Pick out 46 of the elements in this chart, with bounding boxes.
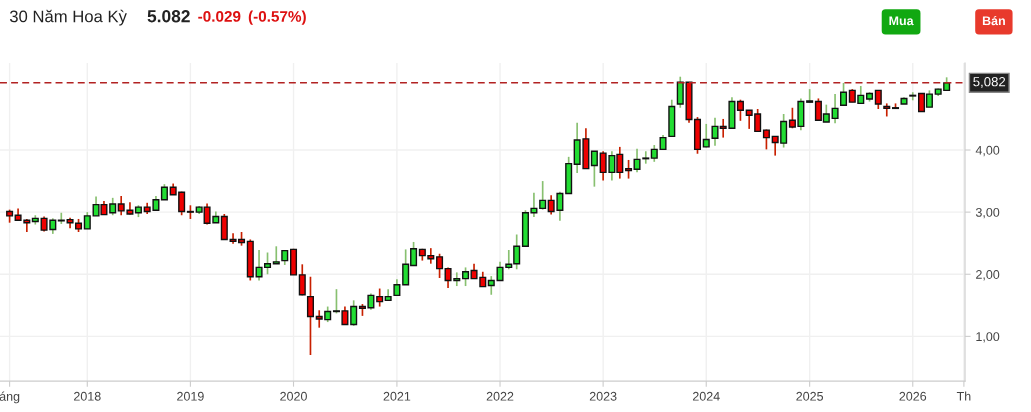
candlestick	[840, 82, 848, 107]
x-tick-label: 2025	[796, 391, 824, 401]
x-tick-label: 2023	[589, 391, 617, 401]
candlestick	[831, 93, 839, 125]
candlestick	[306, 275, 314, 356]
candlestick	[539, 180, 547, 211]
x-tick-label: 2022	[486, 391, 514, 401]
candlestick	[736, 98, 744, 122]
y-tick-label: 4,00	[975, 145, 1000, 157]
candlestick	[874, 89, 882, 110]
y-tick-label: 3,00	[975, 207, 1000, 219]
candlestick	[625, 159, 633, 180]
candlestick	[590, 150, 598, 188]
candlestick	[350, 299, 358, 327]
candlestick	[298, 263, 306, 297]
x-tick-label: 2026	[899, 391, 927, 401]
candlestick	[220, 213, 228, 241]
x-tick-label: 2024	[692, 391, 720, 401]
x-tick-label: 2019	[177, 391, 204, 401]
candlestick	[909, 91, 917, 102]
candlestick	[883, 102, 891, 118]
text: Bán	[982, 15, 1005, 26]
text: (-0.57%)	[248, 10, 306, 25]
ref-line-label: 5,082	[973, 76, 1006, 88]
text: 5.082	[147, 10, 190, 23]
x-tick-label: 2020	[280, 391, 307, 401]
candlestick	[57, 211, 65, 225]
candlestick	[633, 147, 641, 174]
x-tick-label: áng	[0, 391, 20, 404]
candlestick	[642, 150, 650, 165]
candlestick	[272, 245, 280, 265]
x-tick-label: Th	[956, 391, 971, 401]
candlestick	[513, 233, 521, 271]
y-tick-label: 1,00	[976, 332, 1000, 343]
candlestick	[436, 252, 444, 279]
x-tick-label: 2021	[383, 391, 411, 401]
candlestick	[462, 266, 470, 287]
candlestick	[762, 128, 770, 151]
x-tick-label: 2018	[74, 391, 101, 401]
candlestick	[487, 275, 495, 296]
chart-title: 30 Năm Hoa Kỳ	[9, 9, 127, 26]
text: -0.029	[198, 11, 241, 22]
y-tick-label: 2,00	[976, 270, 1000, 281]
candlestick	[702, 123, 710, 149]
candlestick	[376, 287, 384, 308]
text: Mua	[889, 16, 914, 26]
